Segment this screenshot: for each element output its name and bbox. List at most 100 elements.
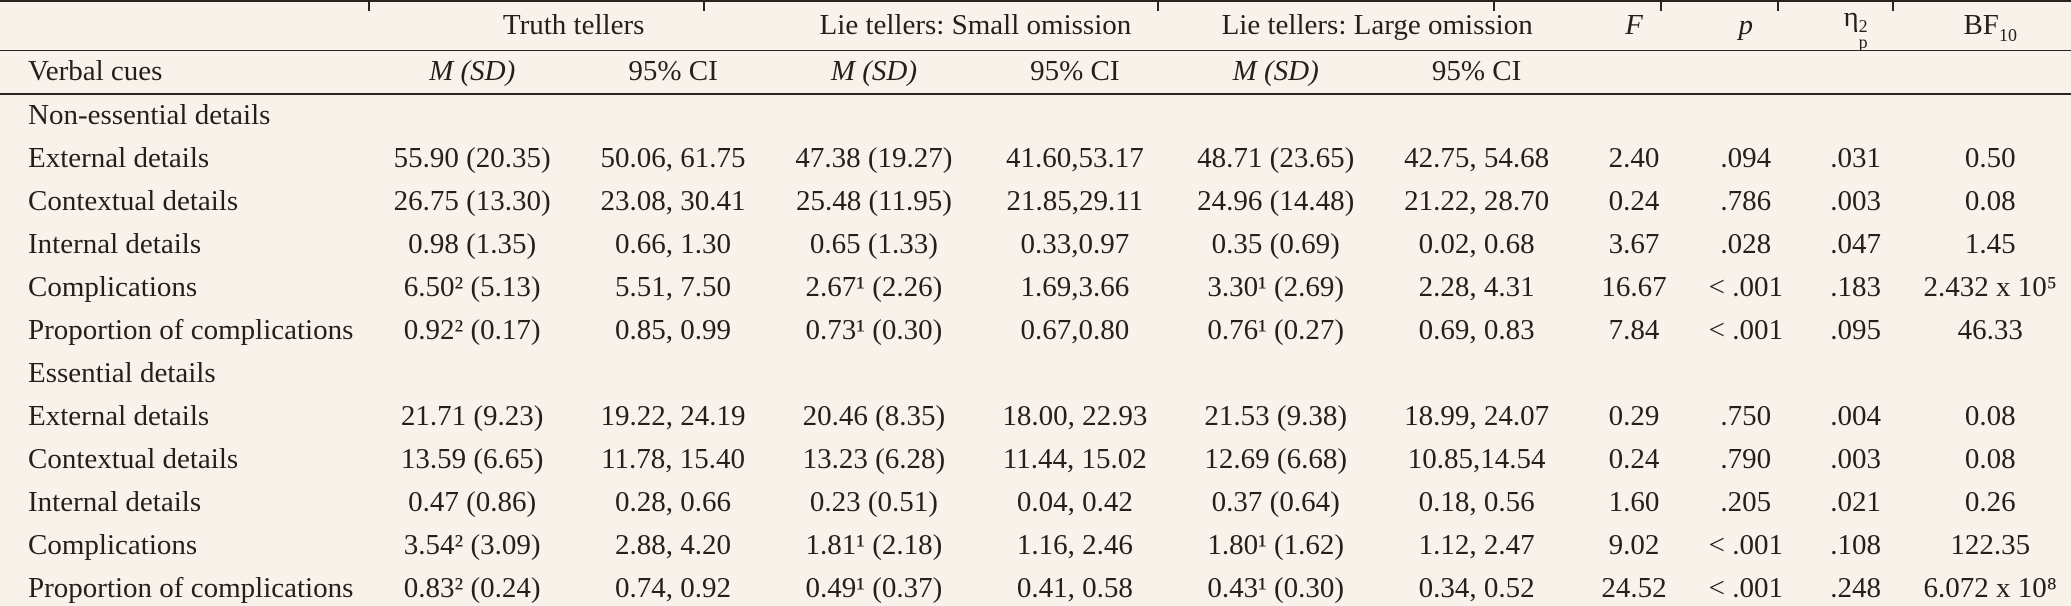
f-header-empty — [1578, 50, 1690, 95]
group-truth-tellers: Truth tellers — [372, 0, 775, 51]
cell-bf10: 122.35 — [1950, 529, 2031, 562]
table-body: Non-essential details External details 55.… — [0, 94, 2071, 606]
column-tick — [1777, 2, 1779, 11]
eta-subscript: p — [1858, 31, 1868, 51]
cell-eta-p-sq: .183 — [1830, 271, 1881, 304]
cell-truth-msd: 0.92² (0.17) — [403, 314, 541, 347]
cell-p: < .001 — [1708, 314, 1783, 347]
bf-subscript: 10 — [1998, 25, 2017, 46]
cell-p: .205 — [1720, 486, 1772, 519]
cell-bf10: 46.33 — [1957, 314, 2023, 347]
truth-ci-header: 95% CI — [571, 50, 775, 95]
cell-eta-p-sq: .248 — [1801, 567, 1910, 606]
bf-symbol: BF — [1963, 8, 1999, 41]
cell-large-ci: 18.99, 24.07 — [1404, 400, 1550, 433]
cell-small-msd: 1.81¹ (2.18) — [805, 529, 943, 562]
cell-small-msd: 47.38 (19.27) — [795, 142, 953, 175]
cell-large-msd: 48.71 (23.65) — [1197, 142, 1355, 175]
column-header-f: F — [1578, 0, 1690, 51]
table-row: Internal details 0.98 (1.35) 0.66, 1.30 0.6… — [0, 224, 2071, 267]
cell-bf10: 2.432 x 10⁵ — [1923, 271, 2057, 304]
cell-f: 0.24 — [1608, 443, 1660, 476]
cell-small-msd: 0.73¹ (0.30) — [805, 314, 943, 347]
row-label: Proportion of complications — [28, 314, 354, 347]
column-tick — [368, 2, 370, 11]
table-row: Contextual details 26.75 (13.30) 23.08, 30… — [0, 181, 2071, 224]
cell-p: .094 — [1720, 142, 1772, 175]
cell-large-msd: 0.37 (0.64) — [1211, 486, 1340, 519]
cell-f: 24.52 — [1578, 567, 1690, 606]
cell-bf10: 0.26 — [1964, 486, 2016, 519]
cell-large-ci: 10.85,14.54 — [1407, 443, 1546, 476]
cell-f: 0.29 — [1608, 400, 1660, 433]
cell-f: 9.02 — [1608, 529, 1660, 562]
cell-small-msd: 0.23 (0.51) — [809, 486, 938, 519]
cell-truth-ci: 23.08, 30.41 — [600, 185, 746, 218]
section-row: Non-essential details — [0, 94, 2071, 138]
cell-small-msd: 0.49¹ (0.37) — [774, 567, 974, 606]
cell-large-ci: 1.12, 2.47 — [1418, 529, 1535, 562]
cell-small-ci: 21.85,29.11 — [1006, 185, 1144, 218]
cell-eta-p-sq: .021 — [1830, 486, 1881, 519]
cell-large-ci: 0.18, 0.56 — [1418, 486, 1535, 519]
truth-msd-header: M (SD) — [372, 50, 572, 95]
cell-p: .750 — [1720, 400, 1772, 433]
cell-truth-msd: 0.98 (1.35) — [408, 228, 537, 261]
row-label: External details — [28, 400, 210, 433]
section-title: Essential details — [28, 357, 216, 390]
cell-f: 2.40 — [1608, 142, 1660, 175]
cell-eta-p-sq: .004 — [1830, 400, 1881, 433]
cell-truth-msd: 21.71 (9.23) — [400, 400, 544, 433]
cell-large-msd: 0.35 (0.69) — [1211, 228, 1340, 261]
p-header-empty — [1689, 50, 1802, 95]
cell-truth-msd: 6.50² (5.13) — [403, 271, 541, 304]
row-label: Internal details — [28, 228, 202, 261]
cell-truth-ci: 0.74, 0.92 — [571, 567, 775, 606]
cell-p: .790 — [1720, 443, 1772, 476]
cell-truth-msd: 13.59 (6.65) — [400, 443, 544, 476]
large-omission-msd-header: M (SD) — [1176, 50, 1376, 95]
cell-truth-ci: 19.22, 24.19 — [600, 400, 746, 433]
cell-large-msd: 0.43¹ (0.30) — [1176, 567, 1376, 606]
cell-large-ci: 2.28, 4.31 — [1418, 271, 1535, 304]
cell-truth-msd: 0.47 (0.86) — [408, 486, 537, 519]
cell-bf10: 0.08 — [1964, 443, 2016, 476]
cell-small-ci: 1.16, 2.46 — [1016, 529, 1133, 562]
bf-header-empty — [1909, 50, 2071, 95]
cell-eta-p-sq: .047 — [1830, 228, 1881, 261]
cell-small-msd: 25.48 (11.95) — [795, 185, 952, 218]
column-tick — [1157, 2, 1159, 11]
cell-small-msd: 20.46 (8.35) — [802, 400, 946, 433]
group-lie-tellers-large-omission: Lie tellers: Large omission — [1176, 0, 1579, 51]
cell-small-ci: 0.04, 0.42 — [1016, 486, 1133, 519]
cell-large-ci: 0.02, 0.68 — [1418, 228, 1535, 261]
column-header-bf10: BF10 — [1909, 0, 2071, 51]
cell-truth-ci: 2.88, 4.20 — [615, 529, 732, 562]
cell-large-msd: 0.76¹ (0.27) — [1207, 314, 1345, 347]
cell-p: < .001 — [1708, 529, 1783, 562]
cell-truth-msd: 55.90 (20.35) — [393, 142, 551, 175]
cell-bf10: 0.50 — [1964, 142, 2016, 175]
cell-p: < .001 — [1708, 271, 1783, 304]
group-header-empty-stub — [0, 0, 373, 51]
large-omission-ci-header: 95% CI — [1375, 50, 1579, 95]
cell-p: .786 — [1720, 185, 1772, 218]
eta-superscript: 2 — [1858, 16, 1868, 37]
row-label: External details — [28, 142, 210, 175]
table-header: Truth tellers Lie tellers: Small omissio… — [0, 0, 2071, 95]
row-label: Complications — [28, 529, 198, 562]
cell-large-ci: 0.69, 0.83 — [1418, 314, 1535, 347]
cell-small-ci: 0.67,0.80 — [1020, 314, 1130, 347]
cell-large-msd: 21.53 (9.38) — [1204, 400, 1347, 433]
table-row: Internal details 0.47 (0.86) 0.28, 0.66 0.2… — [0, 482, 2071, 525]
small-omission-ci-header: 95% CI — [973, 50, 1177, 95]
cell-f: 7.84 — [1608, 314, 1660, 347]
cell-large-msd: 3.30¹ (2.69) — [1207, 271, 1345, 304]
table-row: Proportion of complications 0.83² (0.24) 0… — [0, 567, 2071, 606]
cell-small-msd: 13.23 (6.28) — [802, 443, 946, 476]
cell-bf10: 0.08 — [1964, 185, 2016, 218]
